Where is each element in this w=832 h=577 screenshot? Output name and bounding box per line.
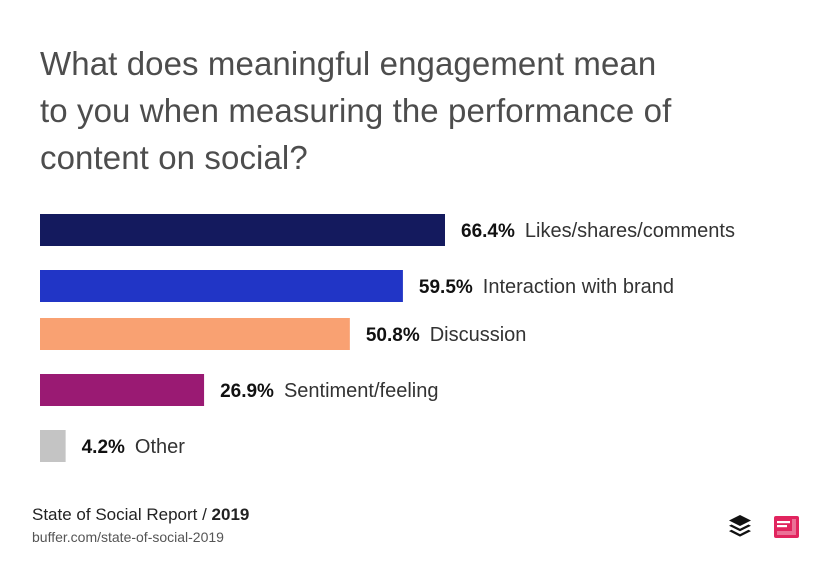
bar-category-label-4: Other: [135, 436, 185, 458]
bar-value-label-0: 66.4%: [461, 221, 515, 242]
chart-title: What does meaningful engagement mean to …: [40, 40, 760, 181]
source-year: 2019: [211, 505, 250, 524]
publisher-badge-icon: [774, 516, 799, 538]
bar-value-label-2: 50.8%: [366, 325, 420, 346]
source-citation: State of Social Report / 2019: [32, 505, 249, 525]
bar-value-label-4: 4.2%: [82, 437, 125, 458]
bar-value-label-1: 59.5%: [419, 277, 473, 298]
bar-category-label-0: Likes/shares/comments: [525, 220, 735, 242]
bar-category-label-1: Interaction with brand: [483, 276, 674, 298]
bar-category-label-2: Discussion: [430, 324, 527, 346]
bar-value-label-3: 26.9%: [220, 381, 274, 402]
bar-category-label-3: Sentiment/feeling: [284, 380, 439, 402]
bar-3: [40, 374, 205, 406]
buffer-stack-icon: [729, 515, 751, 537]
source-url: buffer.com/state-of-social-2019: [32, 529, 224, 545]
bar-2: [40, 318, 350, 350]
chart-title-line-3: content on social?: [40, 139, 308, 176]
bar-4: [40, 430, 66, 462]
bar-chart: 66.4% Likes/shares/comments 59.5% Interacti…: [40, 214, 735, 462]
chart-title-line-1: What does meaningful engagement mean: [40, 45, 657, 82]
bar-0: [40, 214, 445, 246]
bar-1: [40, 270, 403, 302]
source-prefix: State of Social Report /: [32, 505, 212, 524]
chart-title-line-2: to you when measuring the performance of: [40, 92, 672, 129]
